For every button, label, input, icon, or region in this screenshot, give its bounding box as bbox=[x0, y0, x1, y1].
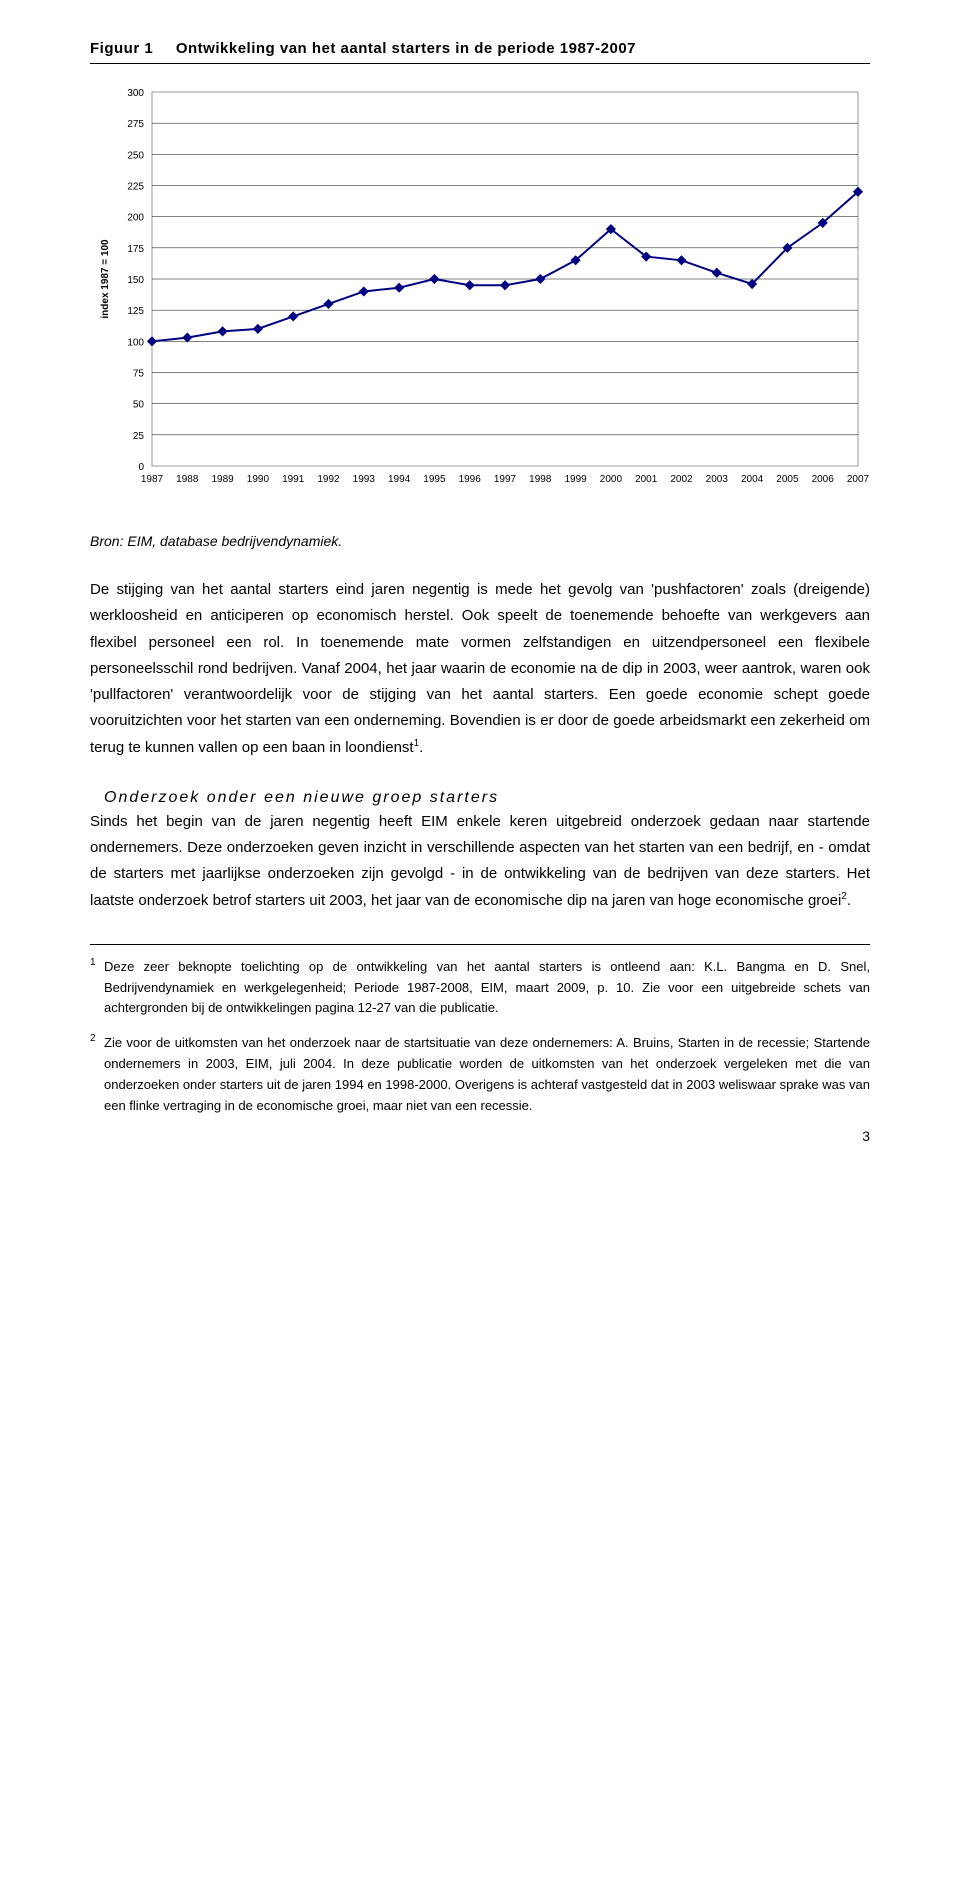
footnote-1: 1 Deze zeer beknopte toelichting op de o… bbox=[90, 957, 870, 1019]
svg-text:2004: 2004 bbox=[741, 474, 764, 485]
svg-text:1992: 1992 bbox=[317, 474, 340, 485]
svg-text:1993: 1993 bbox=[353, 474, 376, 485]
footnote-rule bbox=[90, 944, 870, 945]
svg-text:50: 50 bbox=[133, 400, 145, 411]
figure-title: Figuur 1 Ontwikkeling van het aantal sta… bbox=[90, 40, 870, 57]
svg-text:225: 225 bbox=[127, 182, 144, 193]
subheading: Onderzoek onder een nieuwe groep starter… bbox=[104, 789, 870, 807]
svg-text:1994: 1994 bbox=[388, 474, 411, 485]
paragraph-2-text: Sinds het begin van de jaren negentig he… bbox=[90, 813, 870, 909]
svg-text:1996: 1996 bbox=[459, 474, 482, 485]
figure-rule bbox=[90, 63, 870, 64]
svg-text:275: 275 bbox=[127, 119, 144, 130]
line-chart: 0 25 50 75 100 125 150 175 200 225 250 275 300 1987 19… bbox=[90, 82, 870, 507]
svg-text:175: 175 bbox=[127, 244, 144, 255]
svg-text:2000: 2000 bbox=[600, 474, 623, 485]
svg-text:200: 200 bbox=[127, 213, 144, 224]
svg-text:2001: 2001 bbox=[635, 474, 658, 485]
svg-text:1989: 1989 bbox=[211, 474, 234, 485]
footnote-1-number: 1 bbox=[90, 955, 96, 971]
footnote-1-text: Deze zeer beknopte toelichting op de ont… bbox=[104, 959, 870, 1016]
paragraph-1-end: . bbox=[419, 739, 423, 756]
footnote-2-text: Zie voor de uitkomsten van het onderzoek… bbox=[104, 1035, 870, 1112]
svg-text:250: 250 bbox=[127, 150, 144, 161]
figure-caption: Ontwikkeling van het aantal starters in … bbox=[176, 40, 636, 57]
svg-text:0: 0 bbox=[138, 462, 144, 473]
svg-text:1998: 1998 bbox=[529, 474, 552, 485]
source-line: Bron: EIM, database bedrijvendynamiek. bbox=[90, 533, 870, 549]
footnote-2: 2 Zie voor de uitkomsten van het onderzo… bbox=[90, 1033, 870, 1116]
svg-text:2003: 2003 bbox=[706, 474, 729, 485]
page-number: 3 bbox=[862, 1128, 870, 1144]
paragraph-2-end: . bbox=[847, 892, 851, 909]
svg-text:1987: 1987 bbox=[141, 474, 164, 485]
paragraph-1-text: De stijging van het aantal starters eind… bbox=[90, 581, 870, 756]
svg-text:2007: 2007 bbox=[847, 474, 870, 485]
svg-text:1990: 1990 bbox=[247, 474, 270, 485]
figure-label: Figuur 1 bbox=[90, 40, 153, 57]
paragraph-2: Sinds het begin van de jaren negentig he… bbox=[90, 809, 870, 914]
svg-text:125: 125 bbox=[127, 306, 144, 317]
svg-text:1988: 1988 bbox=[176, 474, 199, 485]
svg-text:1999: 1999 bbox=[564, 474, 587, 485]
paragraph-1: De stijging van het aantal starters eind… bbox=[90, 577, 870, 761]
svg-text:150: 150 bbox=[127, 275, 144, 286]
svg-text:1995: 1995 bbox=[423, 474, 446, 485]
svg-text:1991: 1991 bbox=[282, 474, 305, 485]
svg-text:index 1987 = 100: index 1987 = 100 bbox=[100, 239, 111, 319]
svg-text:75: 75 bbox=[133, 369, 145, 380]
svg-text:300: 300 bbox=[127, 88, 144, 99]
svg-text:1997: 1997 bbox=[494, 474, 517, 485]
svg-text:2002: 2002 bbox=[670, 474, 693, 485]
svg-text:2006: 2006 bbox=[812, 474, 835, 485]
svg-text:100: 100 bbox=[127, 337, 144, 348]
svg-text:25: 25 bbox=[133, 431, 145, 442]
footnote-2-number: 2 bbox=[90, 1031, 96, 1047]
chart-svg: 0 25 50 75 100 125 150 175 200 225 250 275 300 1987 19… bbox=[90, 82, 870, 502]
svg-text:2005: 2005 bbox=[776, 474, 799, 485]
